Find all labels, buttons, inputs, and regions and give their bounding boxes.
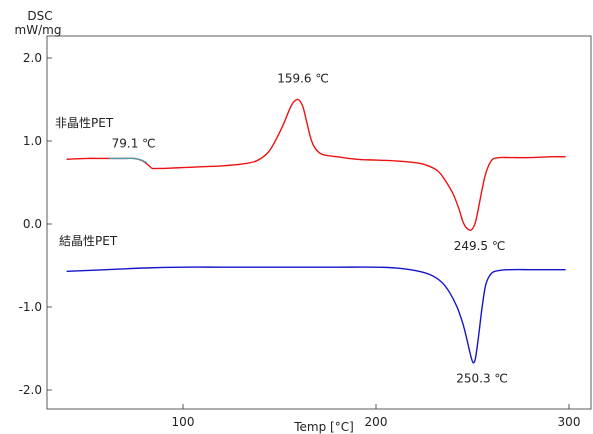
x-axis-ticks: 100 200 300	[172, 404, 581, 429]
peak-annotation: 250.3 ℃	[456, 372, 508, 386]
tg-segment-line	[108, 157, 148, 164]
y-tick-label: 1.0	[23, 134, 42, 148]
y-axis-title-line2: mW/mg	[15, 23, 62, 37]
series-line-amorphous-pet	[66, 98, 566, 231]
x-axis-title: Temp [°C]	[293, 420, 354, 434]
series-layer	[66, 98, 566, 364]
x-tick-label: 100	[172, 415, 195, 429]
peak-annotation: 159.6 ℃	[277, 72, 329, 86]
y-axis-ticks: 2.0 1.0 0.0 -1.0 -2.0	[19, 51, 52, 397]
plot-frame	[46, 35, 592, 410]
x-tick-label: 300	[558, 415, 581, 429]
peak-annotation: 249.5 ℃	[454, 239, 506, 253]
y-axis-title-line1: DSC	[27, 9, 52, 23]
y-tick-label: -1.0	[19, 300, 42, 314]
y-tick-label: 2.0	[23, 51, 42, 65]
peak-annotation: 79.1 ℃	[112, 136, 156, 150]
x-tick-label: 200	[365, 415, 388, 429]
annotation-layer: 非晶性PET 結晶性PET 79.1 ℃ 159.6 ℃ 249.5 ℃ 250.3 ℃	[55, 72, 508, 386]
series-line-crystalline-pet	[66, 266, 566, 364]
y-tick-label: -2.0	[19, 383, 42, 397]
series-label: 非晶性PET	[55, 116, 114, 130]
series-label: 結晶性PET	[59, 234, 118, 248]
y-tick-label: 0.0	[23, 217, 42, 231]
